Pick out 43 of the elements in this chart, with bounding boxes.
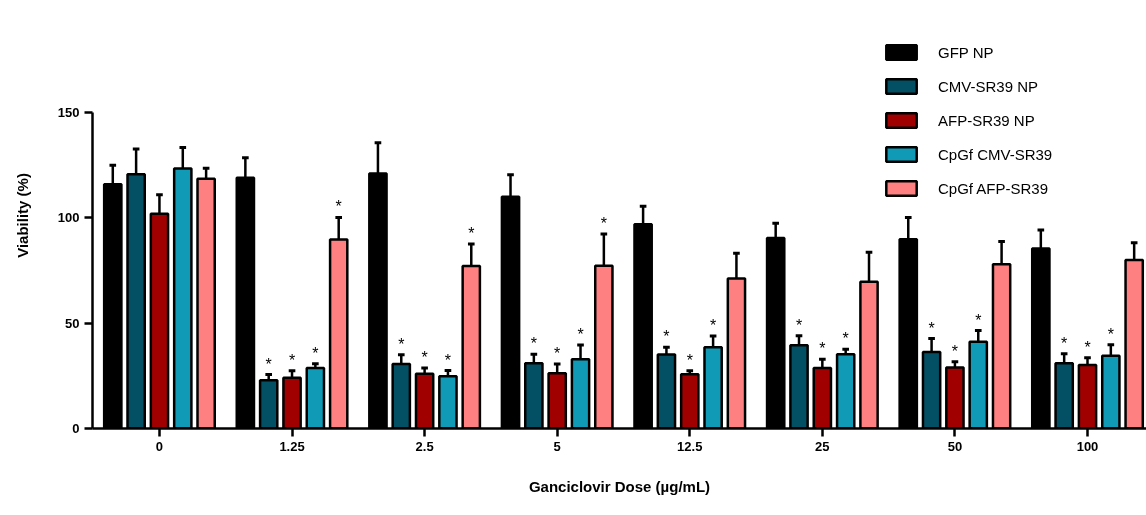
- legend-label: GFP NP: [938, 43, 994, 61]
- x-tick-label: 12.5: [677, 438, 703, 454]
- data-label: *: [444, 351, 452, 369]
- y-tick-label: 50: [65, 315, 80, 331]
- data-label: *: [335, 198, 342, 216]
- data-label: *: [265, 355, 272, 373]
- data-label: *: [312, 344, 319, 362]
- data-label: *: [795, 316, 803, 334]
- data-label: *: [554, 345, 561, 363]
- data-label: *: [928, 319, 935, 337]
- data-label: *: [842, 330, 849, 348]
- legend-label: AFP-SR39 NP: [938, 111, 1035, 129]
- y-tick-label: 150: [57, 105, 80, 120]
- y-tick-label: 100: [57, 210, 80, 226]
- x-tick-label: 100: [1076, 438, 1099, 454]
- x-axis-title: Ganciclovir Dose (µg/mL): [528, 477, 711, 495]
- y-tick-label: 0: [72, 421, 80, 436]
- data-label: *: [819, 340, 826, 358]
- data-label: *: [288, 351, 296, 369]
- data-label: *: [398, 335, 405, 353]
- x-tick-label: 50: [947, 438, 963, 454]
- x-tick-label: 5: [553, 438, 561, 454]
- legend-label: CpGf AFP-SR39: [938, 179, 1049, 197]
- data-label: *: [686, 351, 693, 369]
- data-label: *: [1084, 338, 1091, 356]
- x-tick-label: 25: [815, 438, 830, 454]
- data-label: *: [468, 224, 475, 242]
- x-tick-label: 1.25: [279, 438, 305, 454]
- data-label: *: [600, 215, 607, 233]
- legend-label: CMV-SR39 NP: [938, 77, 1039, 95]
- y-axis-title: Viability (%): [13, 173, 31, 258]
- data-label: *: [663, 328, 670, 346]
- legend-label: CpGf CMV-SR39: [938, 145, 1053, 163]
- data-label: *: [975, 311, 982, 329]
- x-tick-label: 2.5: [415, 438, 434, 454]
- x-tick-label: 0: [155, 438, 164, 454]
- data-label: *: [951, 342, 959, 360]
- data-label: *: [421, 349, 428, 367]
- data-label: *: [577, 326, 584, 344]
- data-label: *: [1061, 334, 1068, 352]
- data-label: *: [1107, 325, 1114, 343]
- data-label: *: [530, 335, 537, 353]
- data-label: *: [709, 317, 717, 335]
